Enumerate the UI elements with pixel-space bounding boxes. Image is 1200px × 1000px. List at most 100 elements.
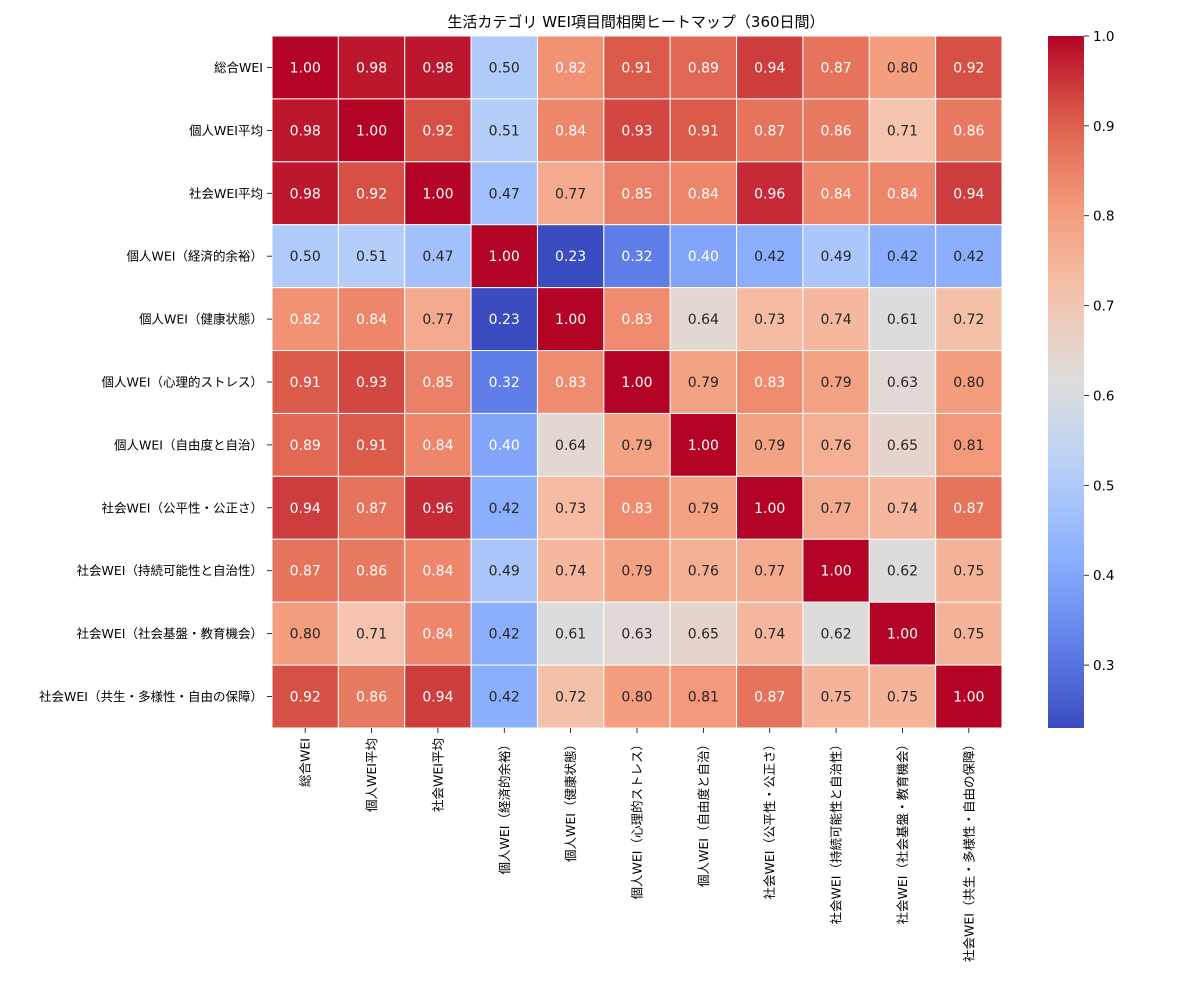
row-tick-label: 社会WEI（社会基盤・教育機会） [77,626,263,641]
cell-value-label: 0.77 [422,312,453,328]
cell-value-label: 0.84 [422,564,453,580]
heatmap-cell [470,538,538,603]
heatmap-cell [669,538,738,603]
cell-value-label: 0.75 [821,690,852,706]
heatmap-cell [337,287,406,352]
cell-value-label: 0.87 [953,501,984,517]
heatmap-cell [935,224,1003,289]
row-tick-label: 総合WEI [214,60,263,75]
heatmap-cell [603,98,671,163]
cell-value-label: 0.84 [356,312,387,328]
cell-value-label: 0.79 [621,438,652,454]
colorbar-tick-label: 0.9 [1093,119,1114,135]
cell-value-label: 0.42 [887,249,918,265]
cell-value-label: 0.94 [422,690,453,706]
column-tick-label: 個人WEI（健康状態） [563,738,578,862]
heatmap-cell [868,664,937,729]
heatmap-cell [404,664,472,729]
cell-value-label: 1.00 [754,501,785,517]
cell-value-label: 0.50 [489,60,520,76]
column-tick-label: 社会WEI（公平性・公正さ） [762,738,777,899]
heatmap-cell [603,35,671,100]
colorbar-tick-label: 1.0 [1093,29,1114,45]
cell-value-label: 0.93 [621,123,652,139]
heatmap-cell [337,35,406,100]
cell-value-label: 0.83 [754,375,785,391]
cell-value-label: 0.32 [489,375,520,391]
heatmap-cell [802,412,870,477]
cell-value-label: 0.84 [422,627,453,643]
cell-value-label: 0.77 [754,564,785,580]
heatmap-cell [868,538,937,603]
heatmap-cell [935,287,1003,352]
cell-value-label: 0.73 [555,501,586,517]
heatmap-cell [802,224,870,289]
row-tick-label: 個人WEI（心理的ストレス） [102,375,263,390]
heatmap-cell [935,664,1003,729]
cell-value-label: 0.65 [688,627,719,643]
colorbar: 0.3 0.4 0.5 0.6 0.7 0.8 0.9 1.0 [1048,29,1114,728]
heatmap-cell [935,35,1003,100]
heatmap-cell [404,287,472,352]
cell-value-label: 1.00 [821,564,852,580]
heatmap-cell [271,475,339,540]
column-tick-label: 総合WEI [298,738,313,787]
cell-value-label: 0.51 [489,123,520,139]
cell-value-label: 0.77 [821,501,852,517]
cell-value-label: 0.87 [754,123,785,139]
cell-value-label: 0.76 [821,438,852,454]
heatmap-cell [337,475,406,540]
cell-value-label: 0.86 [356,564,387,580]
heatmap-cell [802,538,870,603]
cell-value-label: 1.00 [953,690,984,706]
cell-value-label: 0.98 [422,60,453,76]
cell-value-label: 0.49 [821,249,852,265]
cell-value-label: 0.83 [621,312,652,328]
heatmap-cell [736,35,804,100]
cell-value-label: 0.72 [953,312,984,328]
heatmap-cell [603,224,671,289]
cell-value-label: 0.79 [688,375,719,391]
cell-value-label: 0.74 [754,627,785,643]
heatmap-cell [669,161,738,226]
cell-value-label: 0.64 [688,312,719,328]
heatmap-cell [337,664,406,729]
heatmap-cell [736,475,804,540]
cell-value-label: 0.84 [422,438,453,454]
column-tick-label: 社会WEI（共生・多様性・自由の保障） [961,738,976,962]
cell-value-label: 0.94 [953,186,984,202]
cell-value-label: 0.83 [555,375,586,391]
heatmap-cell [736,664,804,729]
heatmap-cell [470,350,538,414]
cell-value-label: 0.84 [688,186,719,202]
heatmap-cell [470,412,538,477]
colorbar-tick-label: 0.3 [1093,658,1114,674]
colorbar-tick-label: 0.5 [1093,478,1114,494]
heatmap-cell [404,412,472,477]
heatmap-cell [935,98,1003,163]
heatmap-cell [271,538,339,603]
cell-value-label: 0.85 [422,375,453,391]
cell-value-label: 0.50 [290,249,321,265]
heatmap-cell [536,475,605,540]
cell-value-label: 1.00 [356,123,387,139]
heatmap-cell [802,98,870,163]
heatmap-cell [736,601,804,666]
cell-value-label: 0.84 [887,186,918,202]
cell-value-label: 0.86 [953,123,984,139]
cell-value-label: 0.87 [754,690,785,706]
heatmap-cell [802,664,870,729]
cell-value-label: 0.76 [688,564,719,580]
cell-value-label: 0.65 [887,438,918,454]
heatmap-cell [271,35,339,100]
heatmap-cell [669,475,738,540]
row-tick-label: 社会WEI（公平性・公正さ） [102,500,263,515]
column-tick-label: 個人WEI（自由度と自治） [696,738,711,887]
heatmap-cell [802,287,870,352]
cell-value-label: 0.62 [821,627,852,643]
cell-value-label: 1.00 [489,249,520,265]
row-tick-label: 個人WEI（経済的余裕） [127,249,263,264]
heatmap-cell [404,35,472,100]
cell-value-label: 0.92 [422,123,453,139]
